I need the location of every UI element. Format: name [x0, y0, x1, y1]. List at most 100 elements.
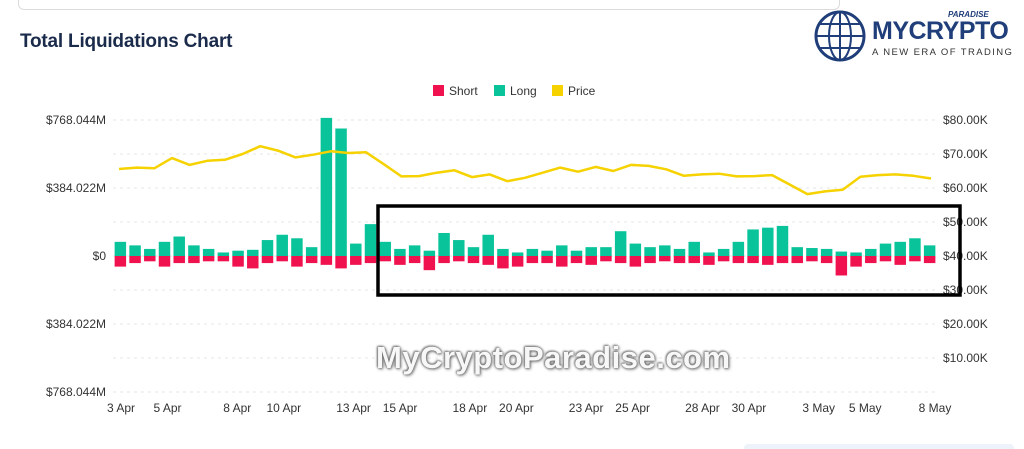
x-tick-label: 10 Apr: [266, 401, 301, 415]
long-bar: [791, 247, 803, 256]
long-bar: [835, 251, 848, 256]
long-bar: [894, 241, 906, 256]
short-bar: [791, 256, 803, 264]
long-bar: [511, 252, 524, 256]
y-right-tick-label: $50.00K: [943, 215, 988, 229]
x-tick-label: 23 Apr: [569, 401, 604, 415]
short-bar: [335, 256, 347, 269]
long-bar: [909, 238, 921, 256]
logo-tag: PARADISE: [948, 10, 989, 19]
short-bar: [850, 256, 862, 267]
short-bar: [703, 256, 715, 265]
legend-label: Price: [568, 84, 596, 98]
short-bar: [482, 256, 494, 265]
short-bar: [585, 256, 597, 265]
long-bar: [350, 243, 362, 256]
long-bar: [408, 245, 421, 256]
short-bar: [261, 256, 274, 264]
long-bar: [173, 236, 185, 256]
x-tick-label: 5 Apr: [153, 401, 181, 415]
short-bar: [438, 256, 450, 264]
short-bar: [732, 256, 745, 264]
long-bar: [467, 247, 480, 256]
long-bar: [188, 245, 200, 256]
x-tick-label: 20 Apr: [499, 401, 534, 415]
short-bar: [570, 256, 583, 264]
long-bar: [923, 245, 936, 256]
y-right-tick-label: $80.00K: [943, 113, 988, 127]
long-bar: [747, 229, 759, 256]
short-bar: [776, 256, 789, 264]
long-bar: [453, 240, 465, 256]
short-bar: [614, 256, 627, 264]
short-bar: [923, 256, 936, 264]
short-bar: [526, 256, 539, 264]
y-left-tick-label: $768.044M: [46, 113, 106, 127]
short-bar: [232, 256, 244, 267]
long-bar: [202, 248, 215, 256]
long-bar: [659, 245, 671, 256]
short-bar: [423, 256, 436, 271]
long-bar: [291, 238, 303, 256]
short-bar: [541, 256, 553, 264]
short-bar: [173, 256, 185, 264]
short-bar: [688, 256, 700, 264]
y-right-tick-label: $60.00K: [943, 181, 988, 195]
short-bar: [276, 256, 288, 262]
long-bar: [144, 248, 156, 256]
short-bar: [350, 256, 362, 265]
short-bar: [114, 256, 127, 267]
long-bar: [394, 248, 406, 256]
long-bar: [526, 248, 539, 256]
long-bar: [482, 234, 494, 256]
short-bar: [158, 256, 171, 267]
y-left-tick-label: $384.022M: [46, 317, 106, 331]
short-bar: [320, 256, 333, 265]
y-right-tick-label: $40.00K: [943, 249, 988, 263]
legend-swatch: [552, 85, 563, 96]
long-bar: [600, 247, 612, 256]
chart-title: Total Liquidations Chart: [20, 31, 233, 52]
x-tick-label: 30 Apr: [732, 401, 767, 415]
long-bar: [820, 248, 833, 256]
long-bar: [614, 231, 627, 256]
x-tick-label: 3 Apr: [107, 401, 135, 415]
long-bar: [776, 225, 789, 256]
short-bar: [717, 256, 730, 262]
x-tick-label: 15 Apr: [383, 401, 418, 415]
long-bar: [879, 243, 892, 256]
short-bar: [364, 256, 377, 264]
long-bar: [261, 240, 274, 256]
long-bar: [158, 241, 171, 256]
x-tick-label: 3 May: [802, 401, 835, 415]
short-bar: [188, 256, 200, 264]
short-bar: [894, 256, 906, 265]
x-tick-label: 13 Apr: [336, 401, 371, 415]
long-bar: [762, 227, 774, 256]
long-bar: [335, 128, 347, 256]
long-bar: [305, 247, 318, 256]
top-panel-edge: [18, 0, 840, 10]
x-tick-label: 28 Apr: [685, 401, 720, 415]
short-bar: [453, 256, 465, 262]
x-tick-label: 8 May: [919, 401, 952, 415]
short-bar: [820, 256, 833, 264]
short-bar: [865, 256, 877, 264]
short-bar: [129, 256, 141, 264]
short-bar: [467, 256, 480, 264]
long-bar: [423, 250, 436, 256]
short-bar: [202, 256, 215, 262]
brand-logo: PARADISE MYCRYPTO A NEW ERA OF TRADING: [812, 8, 1018, 64]
short-bar: [835, 256, 848, 276]
short-bar: [217, 256, 230, 262]
legend-label: Short: [449, 84, 478, 98]
long-bar: [247, 249, 259, 256]
short-bar: [747, 256, 759, 264]
highlight-box: [376, 204, 962, 297]
short-bar: [644, 256, 656, 264]
short-bar: [600, 256, 612, 262]
y-right-tick-label: $10.00K: [943, 351, 988, 365]
short-bar: [909, 256, 921, 262]
x-tick-label: 5 May: [849, 401, 882, 415]
